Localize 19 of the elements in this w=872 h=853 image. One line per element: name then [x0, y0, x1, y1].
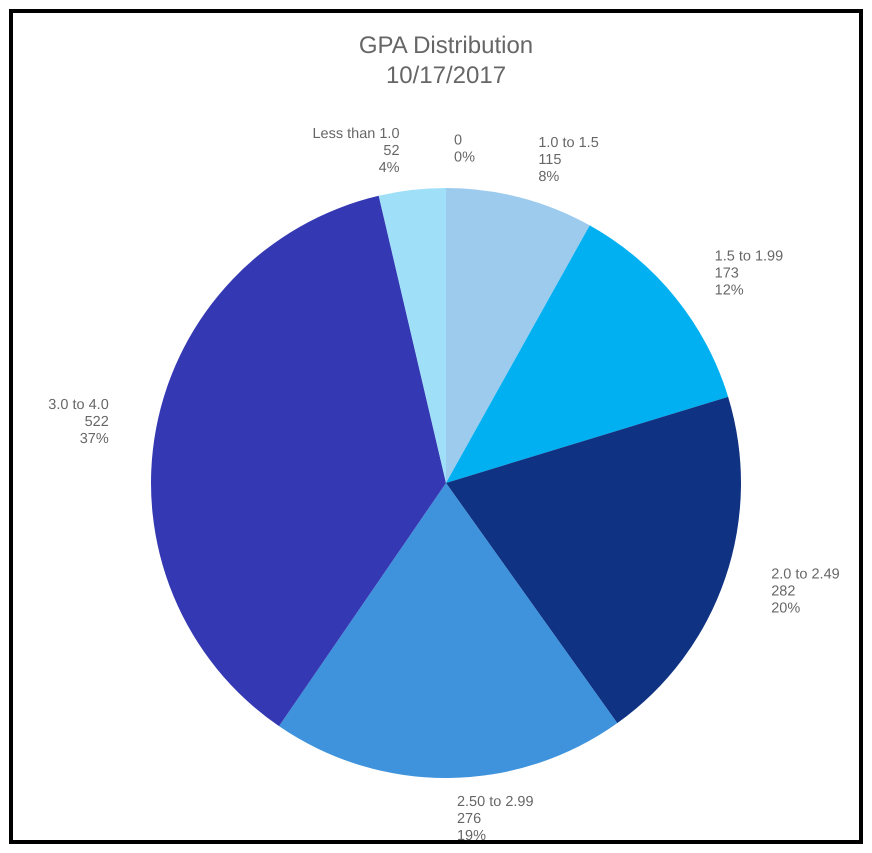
pie-slice — [151, 196, 446, 726]
pie-slice — [446, 396, 741, 724]
data-label: 282 20% — [771, 584, 800, 617]
slice-label: 1.5 to 1.99 — [714, 248, 784, 265]
text: 0 0% — [454, 132, 475, 166]
pie-slice — [446, 188, 590, 483]
pie-slice — [279, 483, 618, 778]
data-label: 276 19% — [456, 810, 486, 844]
slice-label: 2.50 to 2.99 — [456, 794, 534, 810]
slice-label: 3.0 to 4.0 — [48, 397, 109, 414]
data-label: 52 4% — [378, 143, 400, 176]
slice-label: 1.0 to 1.5 — [538, 134, 599, 151]
slice-label: 2.0 to 2.49 — [771, 566, 840, 583]
data-label: 522 37% — [80, 414, 109, 448]
pie-slice — [378, 188, 446, 483]
chart-title: GPA Distribution 10/17/2017 — [358, 32, 534, 89]
data-label: 173 12% — [714, 266, 744, 299]
data-label: 115 8% — [538, 152, 562, 185]
slice-label: Less than 1.0 — [312, 126, 400, 142]
